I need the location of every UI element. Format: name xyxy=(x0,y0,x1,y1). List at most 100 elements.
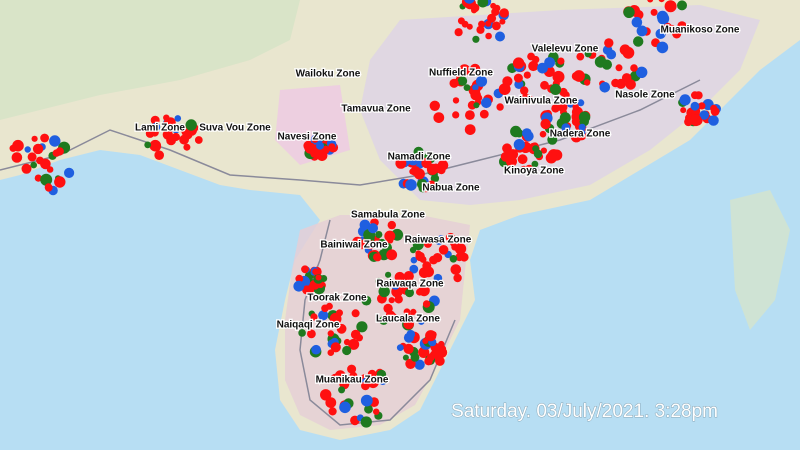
case-marker xyxy=(422,300,431,308)
zone-label: Nabua Zone xyxy=(422,183,480,194)
case-marker xyxy=(438,245,449,255)
case-marker xyxy=(30,161,37,169)
case-marker xyxy=(604,38,614,48)
zone-label: Navesi Zone xyxy=(278,132,337,143)
case-marker xyxy=(423,239,432,248)
case-marker xyxy=(403,271,414,282)
case-marker xyxy=(435,356,445,366)
case-marker xyxy=(356,321,368,333)
case-marker xyxy=(680,107,687,114)
case-marker xyxy=(351,309,360,318)
case-marker xyxy=(49,135,61,147)
zone-label: Wainivula Zone xyxy=(505,96,578,107)
case-marker xyxy=(46,166,54,173)
case-marker xyxy=(54,176,66,188)
case-marker xyxy=(450,264,462,275)
case-marker xyxy=(347,364,357,374)
case-marker xyxy=(537,62,548,74)
case-marker xyxy=(150,128,159,137)
case-marker xyxy=(658,0,665,3)
timestamp: Saturday. 03/July/2021. 3:28pm xyxy=(451,401,718,422)
case-marker xyxy=(471,7,477,14)
case-marker xyxy=(451,243,459,251)
case-marker xyxy=(367,223,378,234)
zone-label: Tamavua Zone xyxy=(341,104,411,115)
hills xyxy=(0,0,300,120)
case-marker xyxy=(496,103,504,111)
case-marker xyxy=(407,154,419,166)
case-marker xyxy=(557,102,568,112)
case-marker xyxy=(540,118,551,130)
case-marker xyxy=(34,174,42,182)
case-marker xyxy=(619,44,631,56)
case-marker xyxy=(540,80,549,90)
case-marker xyxy=(512,57,525,69)
case-marker xyxy=(306,286,315,295)
case-marker xyxy=(572,103,579,111)
case-marker xyxy=(163,118,174,129)
case-marker xyxy=(427,180,436,189)
case-marker xyxy=(475,75,488,87)
case-marker xyxy=(476,25,485,34)
case-marker xyxy=(339,401,351,414)
case-marker xyxy=(657,12,670,25)
case-marker xyxy=(458,64,471,76)
case-marker xyxy=(406,329,416,339)
case-marker xyxy=(525,164,534,173)
markers xyxy=(9,0,721,428)
case-marker xyxy=(625,79,636,90)
case-marker xyxy=(540,147,548,154)
case-marker xyxy=(375,231,383,239)
case-marker xyxy=(388,297,395,304)
case-marker xyxy=(677,0,687,11)
case-marker xyxy=(334,370,346,382)
case-marker xyxy=(520,86,529,95)
case-marker xyxy=(150,115,160,125)
case-marker xyxy=(490,2,497,9)
case-marker xyxy=(599,82,611,93)
zone-label: Kinoya Zone xyxy=(504,166,564,177)
case-marker xyxy=(409,264,419,274)
case-marker xyxy=(549,83,562,95)
case-marker xyxy=(655,28,666,39)
case-marker xyxy=(40,158,51,170)
case-marker xyxy=(464,124,476,135)
case-marker xyxy=(433,112,445,123)
case-marker xyxy=(360,416,372,428)
case-marker xyxy=(551,104,560,113)
zone-label: Namadi Zone xyxy=(388,152,451,163)
case-marker xyxy=(437,235,445,242)
case-marker xyxy=(327,330,334,337)
case-marker xyxy=(360,394,373,407)
case-marker xyxy=(449,78,459,88)
case-marker xyxy=(64,167,75,178)
case-marker xyxy=(479,109,489,119)
case-marker xyxy=(517,154,528,165)
case-marker xyxy=(44,183,53,191)
case-marker xyxy=(650,8,658,16)
case-marker xyxy=(376,369,387,380)
case-marker xyxy=(403,318,415,330)
case-marker xyxy=(379,315,389,325)
case-marker xyxy=(636,66,648,79)
case-marker xyxy=(473,102,480,109)
case-marker xyxy=(325,397,337,408)
case-marker xyxy=(533,149,543,159)
case-marker xyxy=(343,338,351,346)
case-marker xyxy=(316,141,324,150)
case-marker xyxy=(463,84,471,91)
case-marker xyxy=(455,253,464,262)
case-marker xyxy=(418,318,425,325)
case-marker xyxy=(27,152,37,162)
case-marker xyxy=(470,63,481,74)
case-marker xyxy=(433,273,443,283)
case-marker xyxy=(387,312,398,323)
case-marker xyxy=(690,101,700,111)
case-marker xyxy=(577,99,585,107)
zone-label: Samabula Zone xyxy=(351,210,425,221)
case-marker xyxy=(375,277,383,285)
zone-label: Raiwasa Zone xyxy=(405,235,472,246)
case-marker xyxy=(436,347,448,358)
case-marker xyxy=(513,139,525,151)
